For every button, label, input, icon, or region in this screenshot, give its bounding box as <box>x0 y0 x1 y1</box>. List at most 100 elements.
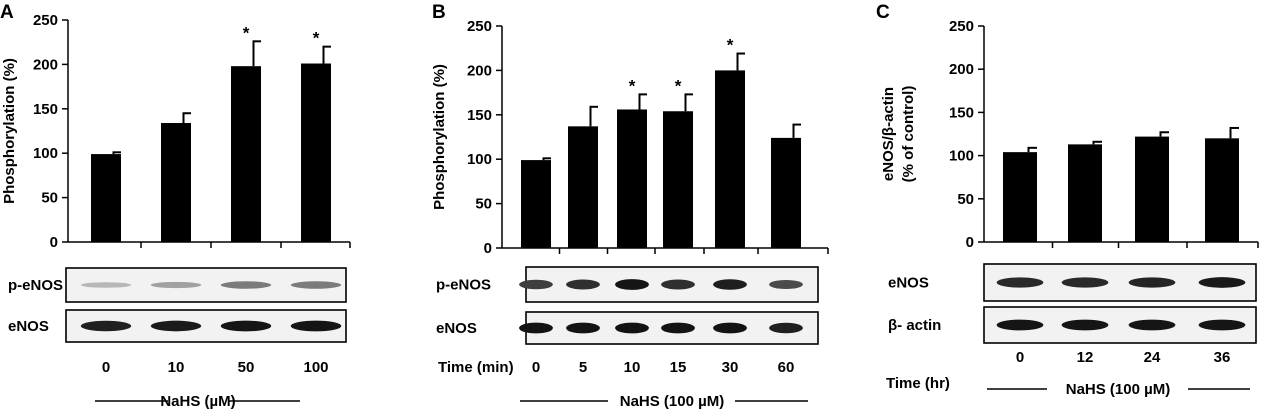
blot-band <box>713 279 747 290</box>
y-axis-label: Phosphorylation (%) <box>1 58 18 204</box>
y-tick-label: 100 <box>467 151 492 168</box>
blot-band <box>1061 319 1109 331</box>
blot-band <box>1128 319 1176 331</box>
bar <box>161 123 191 242</box>
bar <box>617 109 647 248</box>
blot-band <box>290 320 342 332</box>
blot-band <box>566 279 600 290</box>
y-axis-label: eNOS/β-actin <box>880 87 897 181</box>
x-category-label: 30 <box>722 359 739 376</box>
x-category-label: 10 <box>624 359 641 376</box>
blot-band <box>996 319 1044 331</box>
y-tick-label: 250 <box>467 18 492 35</box>
bar <box>771 137 801 248</box>
blot-band <box>290 281 342 289</box>
y-tick-label: 150 <box>949 104 974 121</box>
blot-label: eNOS <box>888 275 929 292</box>
x-category-label: 0 <box>102 359 110 376</box>
blot-label: p-eNOS <box>436 277 491 294</box>
blot-band <box>1061 277 1109 288</box>
bar <box>231 66 261 243</box>
blot-band <box>80 282 132 288</box>
significance-star: * <box>675 76 682 95</box>
y-tick-label: 200 <box>949 61 974 78</box>
bar <box>1003 152 1037 242</box>
blot-band <box>615 322 649 334</box>
x-category-label: 12 <box>1077 349 1094 366</box>
condition-label: NaHS (100 µM) <box>1066 381 1171 398</box>
condition-label: NaHS (µM) <box>160 393 235 409</box>
blot-band <box>713 322 747 334</box>
x-category-label: 24 <box>1144 349 1161 366</box>
panel-c: C 0 50 100 150 200 250 eNOS/β-actin (% of contro… <box>876 2 1259 398</box>
blot-band <box>1198 319 1246 331</box>
x-category-label: 10 <box>168 359 185 376</box>
bar <box>91 154 121 242</box>
blot-band <box>150 281 202 289</box>
blot-label: β- actin <box>888 317 941 334</box>
bar <box>663 111 693 248</box>
bar <box>521 160 551 248</box>
blot-band <box>1128 277 1176 288</box>
x-axis-prefix-label: Time (hr) <box>886 375 950 392</box>
blot-band <box>661 279 695 290</box>
blot-band <box>566 322 600 334</box>
y-tick-label: 150 <box>33 101 58 118</box>
x-category-label: 5 <box>579 359 587 376</box>
x-category-label: 15 <box>670 359 687 376</box>
y-axis-label-line2: (% of control) <box>900 86 917 183</box>
bar <box>301 63 331 243</box>
blot-band <box>996 277 1044 288</box>
bar <box>715 70 745 249</box>
y-tick-label: 100 <box>33 145 58 162</box>
significance-star: * <box>629 76 636 95</box>
significance-star: * <box>243 23 250 42</box>
x-category-label: 0 <box>532 359 540 376</box>
panel-letter: B <box>432 2 446 23</box>
y-tick-label: 0 <box>484 240 492 257</box>
bar <box>1205 138 1239 242</box>
blot-band <box>615 279 649 290</box>
blot-band <box>769 279 803 290</box>
blot-label: eNOS <box>436 320 477 337</box>
blot-band <box>661 322 695 334</box>
bar <box>568 126 598 248</box>
y-tick-label: 100 <box>949 148 974 165</box>
panel-letter: A <box>0 2 14 23</box>
significance-star: * <box>313 29 320 48</box>
y-tick-label: 50 <box>41 190 58 207</box>
y-tick-label: 200 <box>467 62 492 79</box>
y-axis-label: Phosphorylation (%) <box>431 64 448 210</box>
y-tick-label: 250 <box>33 12 58 29</box>
blot-band <box>220 281 272 289</box>
y-tick-label: 50 <box>475 196 492 213</box>
x-category-label: 0 <box>1016 349 1024 366</box>
blot-band <box>220 320 272 332</box>
y-tick-label: 0 <box>50 234 58 251</box>
condition-label: NaHS (100 µM) <box>620 393 725 409</box>
y-tick-label: 0 <box>966 234 974 251</box>
blot-band <box>519 322 553 334</box>
panel-letter: C <box>876 2 890 23</box>
significance-star: * <box>727 36 734 55</box>
x-category-label: 50 <box>238 359 255 376</box>
x-category-label: 60 <box>778 359 795 376</box>
blot-band <box>769 322 803 334</box>
x-category-label: 36 <box>1214 349 1231 366</box>
blot-band <box>150 320 202 332</box>
x-category-label: 100 <box>303 359 328 376</box>
y-tick-label: 150 <box>467 107 492 124</box>
bar <box>1135 136 1169 242</box>
y-tick-label: 250 <box>949 18 974 35</box>
x-axis-prefix-label: Time (min) <box>438 359 514 376</box>
blot-band <box>519 279 553 290</box>
blot-band <box>80 320 132 332</box>
blot-label: p-eNOS <box>8 277 63 294</box>
blot-label: eNOS <box>8 318 49 335</box>
y-tick-label: 200 <box>33 56 58 73</box>
bar <box>1068 144 1102 242</box>
blot-band <box>1198 277 1246 288</box>
